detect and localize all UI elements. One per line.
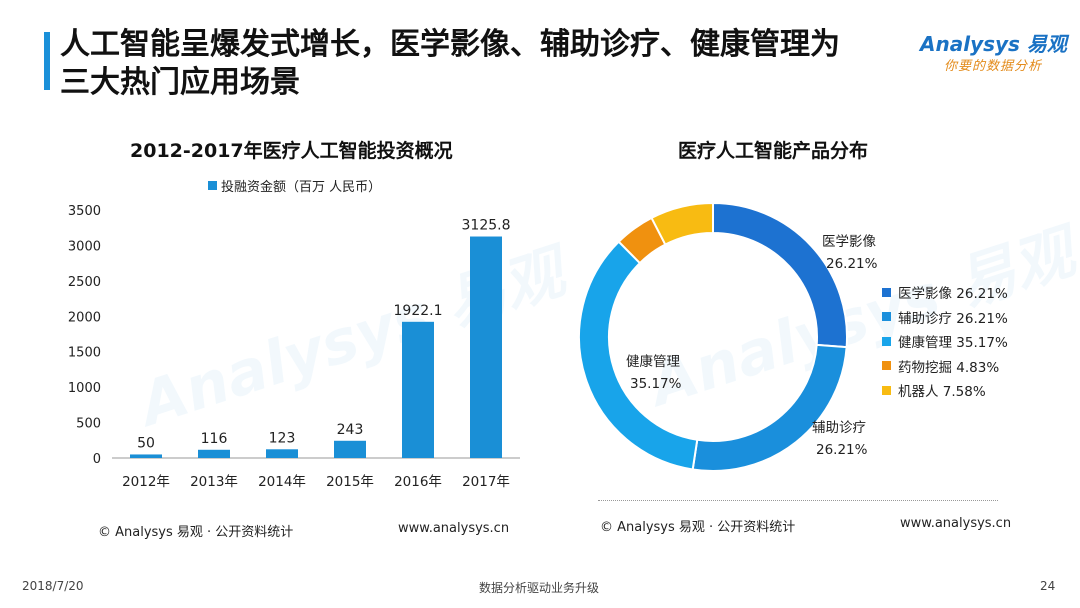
x-tick-label: 2013年 [190,474,238,490]
slide-date: 2018/7/20 [22,579,84,593]
donut-legend-item: 健康管理 35.17% [882,329,1008,354]
y-tick-label: 500 [76,417,101,432]
bar-data-label: 3125.8 [462,218,511,234]
donut-slice-1 [712,201,848,349]
donut-legend-label: 机器人 7.58% [898,384,986,401]
y-tick-label: 3000 [68,239,101,254]
donut-legend-item: 医学影像 26.21% [882,280,1008,305]
bar-6 [470,236,502,458]
donut-slice-value-label: 35.17% [630,376,682,392]
y-tick-label: 0 [93,452,101,467]
page-number: 24 [1040,579,1056,593]
donut-legend-label: 健康管理 35.17% [898,335,1008,352]
bar-2 [198,449,230,458]
page-title: 人工智能呈爆发式增长，医学影像、辅助诊疗、健康管理为 三大热门应用场景 [60,26,890,102]
donut-legend-item: 药物挖掘 4.83% [882,354,1008,379]
bar-legend-label: 投融资金额（百万 人民币） [221,180,382,195]
y-tick-label: 1500 [68,346,101,361]
bar-1 [130,454,162,458]
donut-source-note: © Analysys 易观 · 公开资料统计 [600,520,796,535]
donut-slice-name-label: 健康管理 [626,353,680,370]
bar-data-label: 50 [137,435,155,451]
y-tick-label: 2000 [68,310,101,325]
bar-data-label: 1922.1 [394,303,443,319]
y-tick-label: 2500 [68,275,101,290]
logo-main-text: Analysys 易观 [920,32,1067,56]
page-title-line2: 三大热门应用场景 [60,65,300,100]
bar-legend-swatch [208,181,217,190]
slide-tagline: 数据分析驱动业务升级 [479,581,600,595]
donut-legend-label: 药物挖掘 4.83% [898,359,1000,376]
donut-chart-title: 医疗人工智能产品分布 [678,140,869,162]
donut-legend-item: 机器人 7.58% [882,378,1008,403]
donut-slice-value-label: 26.21% [826,256,878,272]
title-accent-bar [44,32,50,90]
bar-chart-title: 2012-2017年医疗人工智能投资概况 [130,140,453,162]
donut-legend-swatch [882,361,891,371]
x-tick-label: 2014年 [258,474,306,490]
x-tick-label: 2016年 [394,474,442,490]
donut-legend-item: 辅助诊疗 26.21% [882,305,1008,330]
bar-5 [402,321,434,458]
page-title-line1: 人工智能呈爆发式增长，医学影像、辅助诊疗、健康管理为 [60,27,840,62]
donut-chart-legend: 医学影像 26.21% 辅助诊疗 26.21% 健康管理 35.17% 药物挖掘 4.… [882,280,1008,403]
donut-footer-divider [598,500,998,501]
analysys-logo: Analysys 易观 你要的数据分析 [920,28,1067,78]
y-tick-label: 3500 [68,204,101,219]
donut-legend-swatch [882,312,891,322]
donut-legend-swatch [882,336,891,346]
bar-data-label: 243 [337,422,364,438]
bar-data-label: 123 [269,430,296,446]
donut-slice-name-label: 辅助诊疗 [812,420,866,436]
y-tick-label: 1000 [68,381,101,396]
donut-legend-swatch [882,287,891,297]
bar-4 [334,440,366,458]
bar-3 [266,449,298,458]
donut-slice-5 [650,201,714,246]
donut-legend-swatch [882,385,891,395]
x-tick-label: 2017年 [462,474,510,490]
donut-legend-label: 辅助诊疗 26.21% [898,310,1008,327]
x-tick-label: 2012年 [122,474,170,490]
donut-legend-label: 医学影像 26.21% [898,286,1008,303]
x-tick-label: 2015年 [326,474,374,490]
donut-slice-name-label: 医学影像 [822,234,876,250]
logo-tagline: 你要的数据分析 [944,59,1043,74]
donut-slice-value-label: 26.21% [816,442,868,458]
bar-source-url[interactable]: www.analysys.cn [398,521,510,536]
bar-data-label: 116 [201,431,228,447]
bar-source-note: © Analysys 易观 · 公开资料统计 [98,525,294,540]
bar-chart-legend: 投融资金额（百万 人民币） [208,176,381,195]
donut-source-url[interactable]: www.analysys.cn [900,516,1012,531]
